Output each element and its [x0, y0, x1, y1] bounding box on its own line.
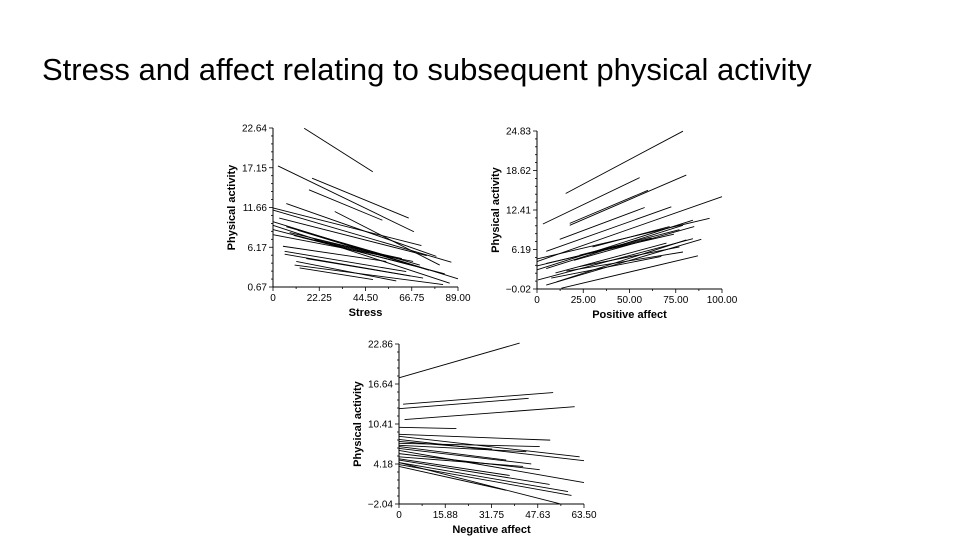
series-line	[398, 433, 551, 441]
series-line	[573, 226, 695, 261]
y-tick-label: 16.64	[368, 380, 393, 391]
y-tick-label: 4.18	[374, 460, 394, 471]
x-tick-label: 0	[396, 510, 402, 521]
series-line	[398, 449, 585, 483]
series-line	[398, 453, 540, 471]
x-tick-label: 50.00	[617, 295, 642, 306]
chart-1: 0.67 6.17 11.66 17.15 22.64 0 22.25 44.50 66.75 8…	[226, 124, 471, 320]
x-tick-label: 15.88	[433, 510, 458, 521]
y-tick-label: 0.67	[248, 283, 268, 294]
y-axis-label: Physical activity	[352, 380, 364, 466]
series-line	[398, 462, 569, 492]
series-line	[299, 267, 374, 280]
y-tick-label: 6.17	[248, 243, 268, 254]
x-tick-label: 0	[534, 295, 540, 306]
y-tick-label: −2.04	[368, 500, 394, 511]
series-line	[559, 207, 645, 240]
x-tick-label: 63.50	[571, 510, 596, 521]
x-tick-label: 44.50	[353, 293, 378, 304]
series-line	[398, 459, 550, 485]
series-line	[569, 174, 687, 226]
series-line	[277, 165, 415, 233]
x-axis-label: Positive affect	[592, 309, 667, 321]
x-tick-label: 0	[270, 293, 276, 304]
series-line	[536, 219, 694, 271]
series-line	[308, 189, 383, 221]
series-line	[398, 342, 520, 379]
series-line	[398, 462, 560, 505]
series-line	[282, 245, 387, 262]
series-line	[306, 258, 411, 277]
y-tick-label: 12.41	[506, 206, 531, 217]
series-line	[398, 435, 580, 458]
series-line	[555, 242, 667, 274]
y-tick-label: 11.66	[243, 203, 268, 214]
chart-2: −0.02 6.19 12.41 18.62 24.83 0 25.00 50.00 75.00…	[490, 127, 738, 322]
series-line	[272, 207, 422, 246]
x-tick-label: 22.25	[307, 293, 332, 304]
y-axis-label: Physical activity	[226, 164, 238, 250]
series-line	[579, 229, 680, 256]
series-line	[579, 246, 680, 268]
y-tick-label: 22.86	[368, 340, 393, 351]
series-line	[536, 196, 723, 262]
x-tick-label: 89.00	[445, 293, 470, 304]
series-line	[334, 211, 440, 266]
chart-3: −2.04 4.18 10.41 16.64 22.86 0 15.88 31.75 47.63…	[352, 340, 597, 537]
x-tick-label: 75.00	[663, 295, 688, 306]
series-line	[565, 130, 684, 194]
series-line	[284, 250, 407, 273]
x-tick-label: 100.00	[707, 295, 738, 306]
series-line	[398, 446, 507, 461]
y-tick-label: 22.64	[242, 124, 267, 135]
series-line	[398, 440, 493, 450]
series-line	[561, 255, 699, 289]
series-line	[293, 234, 415, 267]
y-axis-label: Physical activity	[490, 166, 502, 252]
series-line	[566, 251, 684, 272]
y-tick-label: 10.41	[368, 420, 393, 431]
series-line	[551, 256, 662, 279]
series-line	[303, 127, 374, 173]
series-line	[569, 189, 649, 224]
x-tick-label: 31.75	[479, 510, 504, 521]
x-tick-label: 66.75	[399, 293, 424, 304]
series-line	[311, 177, 409, 219]
series-line	[546, 206, 672, 252]
series-line	[272, 209, 452, 263]
y-tick-label: −0.02	[506, 285, 532, 296]
series-line	[398, 426, 457, 430]
series-line	[398, 456, 524, 467]
series-line	[403, 392, 554, 405]
series-line	[398, 444, 527, 453]
series-line	[398, 466, 507, 491]
y-tick-label: 17.15	[242, 163, 267, 174]
x-axis-label: Stress	[349, 307, 383, 319]
x-axis-label: Negative affect	[452, 524, 531, 536]
series-line	[398, 397, 529, 410]
series-line	[546, 238, 702, 286]
series-line	[592, 226, 670, 248]
series-line	[296, 261, 397, 282]
series-line	[542, 177, 640, 225]
series-line	[556, 239, 687, 283]
series-line	[398, 448, 532, 465]
x-tick-label: 25.00	[571, 295, 596, 306]
y-tick-label: 6.19	[512, 245, 532, 256]
series-line	[404, 406, 575, 421]
series-line	[536, 237, 652, 267]
slide-title: Stress and affect relating to subsequent…	[42, 52, 812, 87]
series-line	[398, 442, 540, 448]
series-line	[279, 217, 427, 257]
series-line	[314, 239, 402, 259]
series-line	[398, 458, 510, 476]
y-tick-label: 24.83	[506, 127, 531, 138]
series-line	[272, 224, 450, 284]
x-tick-label: 47.63	[525, 510, 550, 521]
y-tick-label: 18.62	[506, 166, 531, 177]
series-line	[294, 264, 444, 286]
